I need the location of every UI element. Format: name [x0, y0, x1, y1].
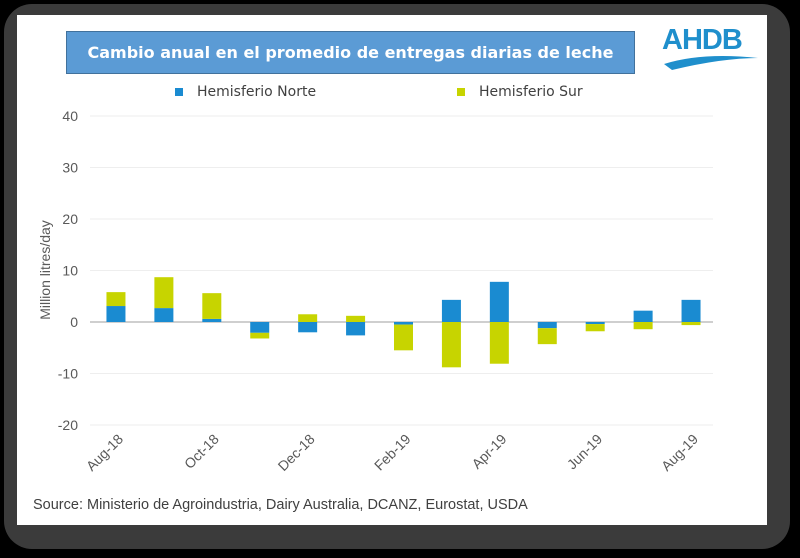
- bar-south-mar-19: [441, 322, 461, 368]
- legend-label-south: Hemisferio Sur: [479, 84, 583, 100]
- y-axis-label: Million litres/day: [37, 220, 53, 320]
- bar-south-apr-19: [489, 322, 509, 364]
- bar-north-apr-19: [489, 281, 509, 322]
- y-tick-label: -10: [58, 366, 78, 382]
- bar-south-aug-18: [106, 292, 126, 307]
- y-tick-label: 10: [62, 263, 78, 279]
- legend-swatch-south: [457, 88, 465, 96]
- ahdb-logo: AHDB: [662, 24, 762, 74]
- bar-south-sep-18: [154, 277, 174, 309]
- legend-swatch-north: [175, 88, 183, 96]
- logo-text: AHDB: [662, 24, 743, 56]
- legend-item-south: Hemisferio Sur: [457, 84, 583, 100]
- logo-wave-icon: [664, 56, 758, 70]
- legend-item-north: Hemisferio Norte: [175, 84, 316, 100]
- bar-south-may-19: [537, 328, 557, 345]
- bar-north-nov-18: [250, 322, 270, 333]
- bar-north-oct-18: [202, 318, 222, 322]
- x-tick-label: Dec-18: [275, 431, 318, 474]
- y-tick-label: -20: [58, 417, 78, 433]
- bar-north-jul-19: [633, 310, 653, 322]
- bar-north-aug-18: [106, 306, 126, 322]
- y-tick-label: 20: [62, 211, 78, 227]
- bar-north-feb-19: [394, 322, 413, 325]
- chart-title: Cambio anual en el promedio de entregas …: [66, 31, 635, 74]
- bar-north-mar-19: [441, 299, 461, 322]
- bar-north-dec-18: [298, 322, 318, 333]
- bar-north-may-19: [537, 322, 557, 329]
- y-tick-label: 0: [70, 314, 78, 330]
- bar-south-feb-19: [394, 324, 413, 351]
- x-tick-label: Jun-19: [564, 431, 606, 473]
- bar-north-sep-18: [154, 308, 174, 322]
- bar-south-aug-19: [681, 322, 701, 326]
- y-tick-label: 40: [62, 108, 78, 124]
- bar-south-jul-19: [633, 322, 653, 330]
- legend-label-north: Hemisferio Norte: [197, 84, 317, 100]
- x-tick-label: Oct-18: [181, 431, 222, 472]
- bar-south-jun-19: [585, 324, 605, 332]
- bar-north-jan-19: [346, 322, 366, 336]
- x-tick-label: Feb-19: [371, 431, 414, 474]
- bar-south-oct-18: [202, 293, 222, 319]
- source-note: Source: Ministerio de Agroindustria, Dai…: [33, 497, 528, 513]
- bar-north-jun-19: [585, 322, 605, 325]
- bar-south-jan-19: [346, 315, 366, 322]
- y-tick-label: 30: [62, 160, 78, 176]
- x-tick-label: Aug-18: [83, 431, 126, 474]
- x-tick-label: Apr-19: [468, 431, 509, 472]
- x-tick-label: Aug-19: [658, 431, 701, 474]
- bar-south-nov-18: [250, 332, 270, 339]
- bar-south-dec-18: [298, 314, 318, 322]
- bar-north-aug-19: [681, 299, 701, 322]
